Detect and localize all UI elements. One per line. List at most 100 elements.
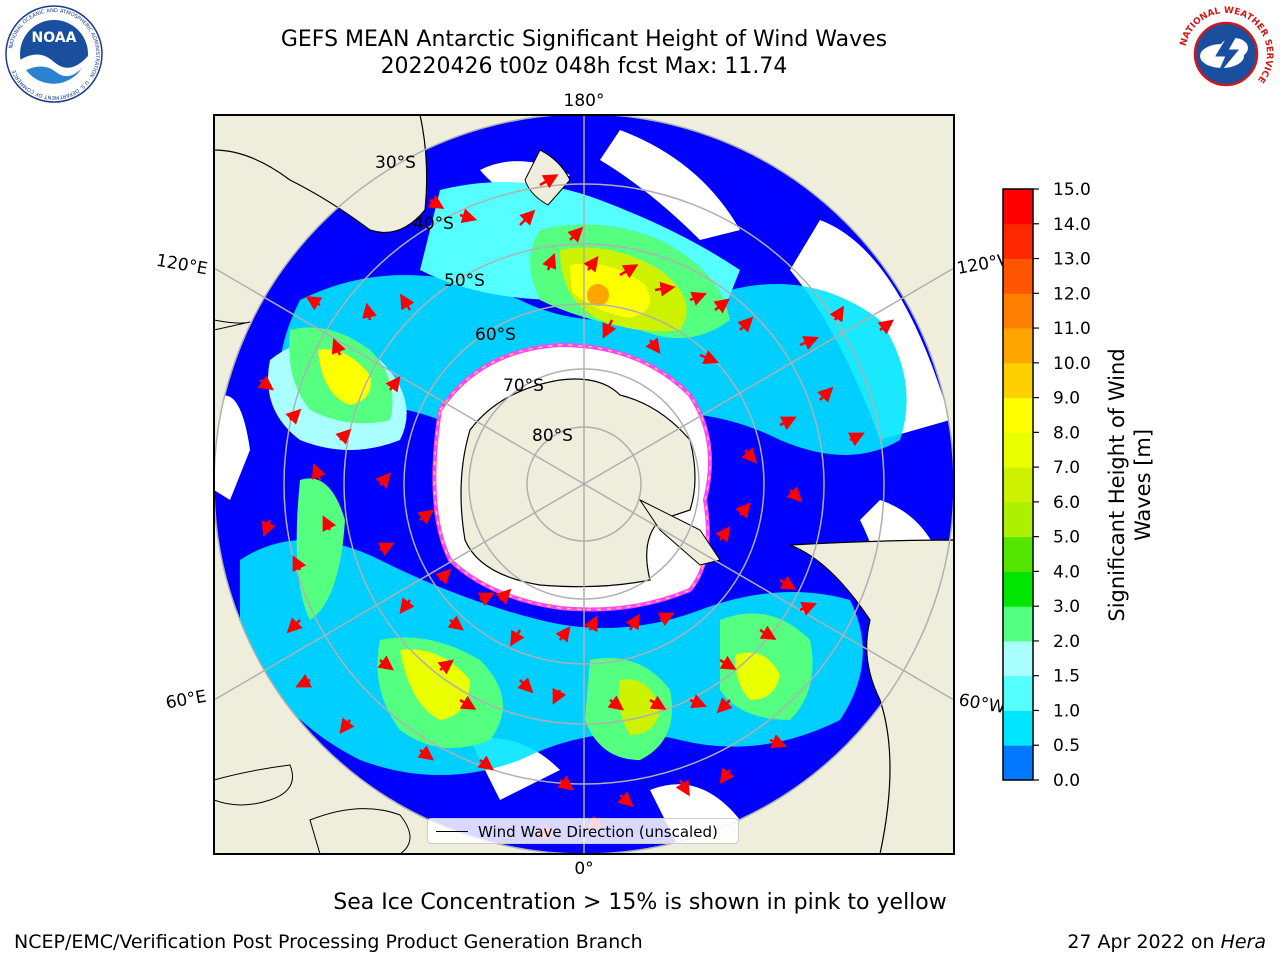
wind-wave-arrow	[719, 767, 735, 784]
colorbar-tick-label: 15.0	[1053, 180, 1091, 200]
wind-wave-arrow	[417, 745, 434, 761]
wind-wave-arrow	[459, 695, 477, 710]
wind-wave-arrow	[675, 779, 690, 797]
colorbar-segment	[1003, 536, 1033, 572]
wind-wave-arrow	[737, 316, 754, 333]
wind-wave-arrow	[607, 695, 624, 711]
wind-wave-arrow	[305, 296, 323, 311]
wind-wave-arrow	[399, 597, 415, 614]
wind-wave-arrow	[427, 194, 445, 209]
lon-label-60e: 60°E	[164, 687, 208, 714]
colorbar-segment	[1003, 571, 1033, 607]
wind-wave-arrow	[517, 677, 534, 694]
colorbar-frame	[1002, 188, 1034, 781]
colorbar-segment	[1003, 640, 1033, 677]
colorbar-segment	[1003, 328, 1033, 364]
colorbar-segment	[1003, 397, 1033, 433]
wind-wave-arrow	[555, 626, 571, 643]
wind-wave-arrow	[285, 408, 302, 425]
lat-label-60s: 60°S	[475, 325, 516, 345]
lon-label-0: 0°	[574, 859, 593, 879]
legend-line-sample	[436, 831, 468, 832]
wind-wave-arrow	[699, 350, 719, 365]
wind-wave-arrow	[385, 376, 401, 393]
wind-wave-arrow	[477, 592, 495, 607]
map-area	[214, 115, 954, 854]
wind-wave-arrow	[567, 226, 584, 243]
wind-wave-arrow	[447, 615, 464, 631]
lat-label-50s: 50°S	[444, 271, 485, 291]
wind-wave-arrow	[619, 264, 639, 279]
wind-wave-arrow	[377, 542, 395, 557]
graticule	[214, 115, 954, 854]
wind-wave-arrow	[654, 281, 676, 297]
wind-wave-arrow	[331, 338, 346, 356]
wind-wave-arrow	[877, 319, 894, 335]
noaa-logo-text: NOAA	[32, 30, 77, 46]
legend-label: Wind Wave Direction (unscaled)	[478, 823, 718, 841]
colorbar-tick-label: 14.0	[1053, 215, 1091, 235]
wind-wave-arrow	[741, 447, 757, 464]
wind-wave-arrow	[519, 209, 536, 226]
wind-wave-arrow	[799, 601, 817, 616]
footer-machine: Hera	[1220, 931, 1266, 953]
wind-wave-arrow	[539, 174, 559, 189]
lat-label-70s: 70°S	[503, 376, 544, 396]
colorbar-segment	[1003, 467, 1033, 503]
lat-label-40s: 40°S	[413, 214, 454, 234]
wind-wave-arrow	[583, 615, 598, 633]
colorbar-tick-label: 1.5	[1053, 667, 1080, 687]
wind-wave-arrow	[583, 256, 599, 273]
colorbar-segment	[1003, 258, 1033, 294]
wind-wave-arrow	[759, 625, 777, 640]
wind-wave-arrow	[617, 791, 634, 807]
colorbar-tick-label: 11.0	[1053, 319, 1091, 339]
lon-label-60w: 60°W	[957, 690, 1007, 718]
colorbar-segment	[1003, 501, 1033, 538]
wind-wave-arrow	[713, 298, 730, 314]
wind-wave-arrow	[261, 519, 276, 537]
colorbar: 0.0 0.5 1.0 1.5 2.0 3.0 4.0 5.0 6.0 7.0 8.0 9.0 10.0…	[1002, 180, 1091, 791]
wind-wave-arrow	[557, 775, 574, 791]
colorbar-segment	[1003, 710, 1033, 746]
colorbar-tick-label: 0.5	[1053, 736, 1080, 756]
colorbar-segment	[1003, 606, 1033, 642]
wind-wave-arrow	[829, 305, 844, 323]
colorbar-segment	[1003, 223, 1033, 260]
colorbar-tick-label: 3.0	[1053, 597, 1080, 617]
chart-subtitle: 20220426 t00z 048h fcst Max: 11.74	[380, 54, 788, 79]
wind-wave-arrow	[477, 755, 494, 771]
wind-wave-arrow	[510, 629, 525, 647]
sea-ice-note: Sea Ice Concentration > 15% is shown in …	[333, 890, 947, 915]
wind-wave-arrow	[377, 655, 394, 671]
wind-wave-arrow	[335, 428, 352, 445]
wind-wave-arrow	[292, 555, 307, 573]
wind-wave-arrow	[286, 617, 303, 634]
colorbar-tick-label: 0.0	[1053, 771, 1080, 791]
colorbar-tick-label: 9.0	[1053, 389, 1080, 409]
wind-wave-arrow	[716, 697, 733, 714]
noaa-logo: NATIONAL OCEANIC AND ATMOSPHERIC ADMINIS…	[5, 5, 103, 103]
footer-credit: NCEP/EMC/Verification Post Processing Pr…	[14, 931, 643, 953]
wind-wave-arrow	[295, 673, 313, 688]
wind-wave-arrow	[625, 613, 640, 631]
lat-label-30s: 30°S	[375, 153, 416, 173]
wind-wave-arrow	[689, 694, 707, 709]
wind-wave-arrow	[817, 386, 834, 403]
colorbar-tick-label: 8.0	[1053, 423, 1080, 443]
colorbar-segment	[1003, 293, 1033, 329]
south-america-landmass	[789, 539, 954, 854]
wind-wave-arrow	[645, 337, 661, 354]
colorbar-tick-label: 12.0	[1053, 284, 1091, 304]
lat-label-80s: 80°S	[532, 426, 573, 446]
colorbar-tick-label: 7.0	[1053, 458, 1080, 478]
lon-label-120e: 120°E	[155, 251, 209, 280]
footer-date: 27 Apr 2022 on Hera	[1067, 931, 1266, 953]
wind-wave-arrow	[715, 526, 731, 543]
wind-wave-arrow	[459, 208, 478, 224]
wind-wave-arrow	[552, 687, 567, 705]
wind-wave-arrow	[339, 717, 355, 734]
wind-wave-arrow	[769, 734, 787, 749]
footer-date-text: 27 Apr 2022 on	[1067, 931, 1221, 953]
colorbar-tick-label: 4.0	[1053, 562, 1080, 582]
